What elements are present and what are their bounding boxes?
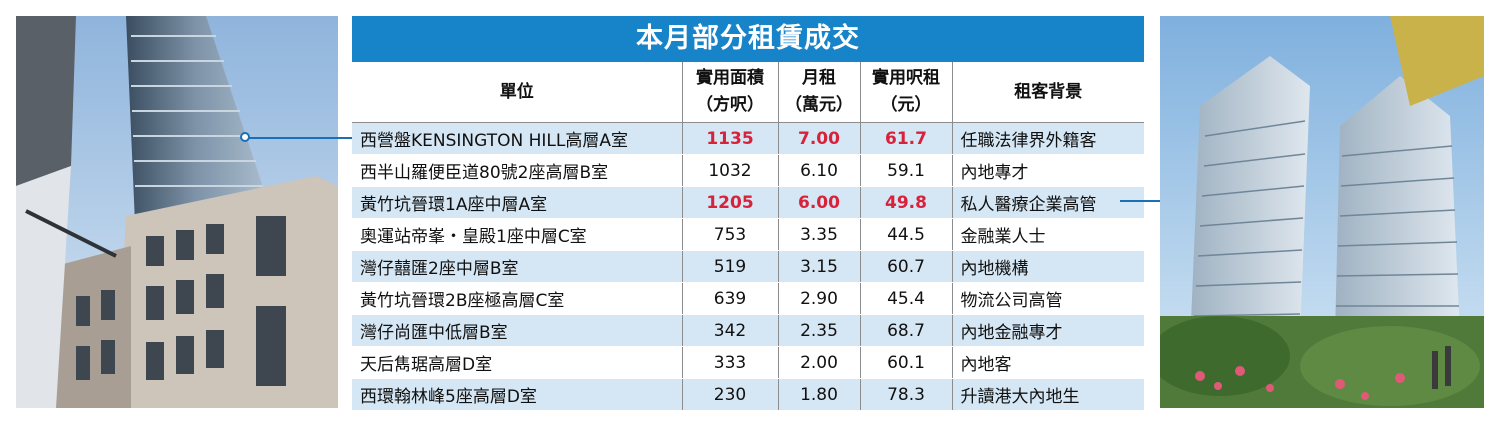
cell-area: 333 — [682, 346, 779, 379]
cell-psf: 61.7 — [860, 122, 953, 155]
cell-psf: 45.4 — [860, 282, 953, 315]
cell-unit: 黃竹坑晉環1A座中層A室 — [352, 186, 683, 219]
table-row: 奧運站帝峯・皇殿1座中層C室 753 3.35 44.5 金融業人士 — [352, 218, 1144, 251]
table-row: 黃竹坑晉環2B座極高層C室 639 2.90 45.4 物流公司高管 — [352, 282, 1144, 315]
cell-rent: 2.00 — [778, 346, 861, 379]
cell-tenant: 金融業人士 — [952, 218, 1144, 251]
cell-tenant: 物流公司高管 — [952, 282, 1144, 315]
cell-area: 753 — [682, 218, 779, 251]
header-area-unit: （方呎） — [696, 95, 764, 115]
cell-area: 342 — [682, 314, 779, 347]
header-psf: 實用呎租 （元） — [860, 62, 953, 123]
header-psf-label: 實用呎租 — [872, 68, 940, 88]
table-title: 本月部分租賃成交 — [352, 16, 1144, 62]
cell-area: 1135 — [682, 122, 779, 155]
cell-unit: 西環翰林峰5座高層D室 — [352, 378, 683, 411]
cell-psf: 59.1 — [860, 154, 953, 187]
rental-transactions-table-panel: 本月部分租賃成交 單位 實用面積 （方呎） 月租 （萬元） 實用呎租 （元） — [352, 16, 1144, 411]
cell-area: 639 — [682, 282, 779, 315]
cell-psf: 60.7 — [860, 250, 953, 283]
header-rent-label: 月租 — [802, 68, 836, 88]
cell-unit: 天后雋琚高層D室 — [352, 346, 683, 379]
header-tenant-label: 租客背景 — [1014, 81, 1083, 102]
cell-psf: 68.7 — [860, 314, 953, 347]
table-row: 灣仔尚匯中低層B室 342 2.35 68.7 內地金融專才 — [352, 314, 1144, 347]
header-area: 實用面積 （方呎） — [682, 62, 779, 123]
table-header-row: 單位 實用面積 （方呎） 月租 （萬元） 實用呎租 （元） 租客背景 — [352, 62, 1144, 123]
cell-rent: 2.90 — [778, 282, 861, 315]
cell-area: 1032 — [682, 154, 779, 187]
table-row: 西營盤KENSINGTON HILL高層A室 1135 7.00 61.7 任職… — [352, 122, 1144, 155]
photo-the-southside-towers — [1160, 16, 1484, 408]
cell-tenant: 升讀港大內地生 — [952, 378, 1144, 411]
cell-rent: 6.00 — [778, 186, 861, 219]
cell-unit: 黃竹坑晉環2B座極高層C室 — [352, 282, 683, 315]
callout-line-left — [246, 137, 356, 139]
header-unit-label: 單位 — [499, 81, 534, 102]
callout-line-right — [1120, 200, 1166, 202]
cell-unit: 西營盤KENSINGTON HILL高層A室 — [352, 122, 683, 155]
cell-unit: 奧運站帝峯・皇殿1座中層C室 — [352, 218, 683, 251]
table-row: 西環翰林峰5座高層D室 230 1.80 78.3 升讀港大內地生 — [352, 378, 1144, 411]
table-row: 灣仔囍匯2座中層B室 519 3.15 60.7 內地機構 — [352, 250, 1144, 283]
cell-area: 230 — [682, 378, 779, 411]
table-row: 西半山羅便臣道80號2座高層B室 1032 6.10 59.1 內地專才 — [352, 154, 1144, 187]
cell-rent: 2.35 — [778, 314, 861, 347]
cell-rent: 3.35 — [778, 218, 861, 251]
table-row: 黃竹坑晉環1A座中層A室 1205 6.00 49.8 私人醫療企業高管 — [352, 186, 1144, 219]
cell-unit: 灣仔尚匯中低層B室 — [352, 314, 683, 347]
cell-unit: 灣仔囍匯2座中層B室 — [352, 250, 683, 283]
cell-tenant: 內地客 — [952, 346, 1144, 379]
header-psf-unit: （元） — [880, 95, 932, 115]
header-rent-unit: （萬元） — [785, 95, 853, 115]
header-tenant: 租客背景 — [952, 62, 1144, 123]
cell-unit: 西半山羅便臣道80號2座高層B室 — [352, 154, 683, 187]
cell-rent: 3.15 — [778, 250, 861, 283]
cell-tenant: 內地專才 — [952, 154, 1144, 187]
cell-rent: 7.00 — [778, 122, 861, 155]
cell-rent: 1.80 — [778, 378, 861, 411]
header-unit: 單位 — [352, 62, 683, 123]
cell-tenant: 任職法律界外籍客 — [952, 122, 1144, 155]
callout-dot-left — [240, 132, 250, 142]
photo-kensington-hill-tower — [16, 16, 338, 408]
cell-tenant: 內地機構 — [952, 250, 1144, 283]
cell-rent: 6.10 — [778, 154, 861, 187]
header-rent: 月租 （萬元） — [778, 62, 861, 123]
header-area-label: 實用面積 — [696, 68, 764, 88]
table-row: 天后雋琚高層D室 333 2.00 60.1 內地客 — [352, 346, 1144, 379]
cell-area: 1205 — [682, 186, 779, 219]
cell-psf: 78.3 — [860, 378, 953, 411]
cell-psf: 44.5 — [860, 218, 953, 251]
cell-tenant: 私人醫療企業高管 — [952, 186, 1144, 219]
cell-psf: 49.8 — [860, 186, 953, 219]
rental-transactions-table: 單位 實用面積 （方呎） 月租 （萬元） 實用呎租 （元） 租客背景 西營盤KE… — [352, 62, 1144, 411]
cell-area: 519 — [682, 250, 779, 283]
cell-tenant: 內地金融專才 — [952, 314, 1144, 347]
cell-psf: 60.1 — [860, 346, 953, 379]
